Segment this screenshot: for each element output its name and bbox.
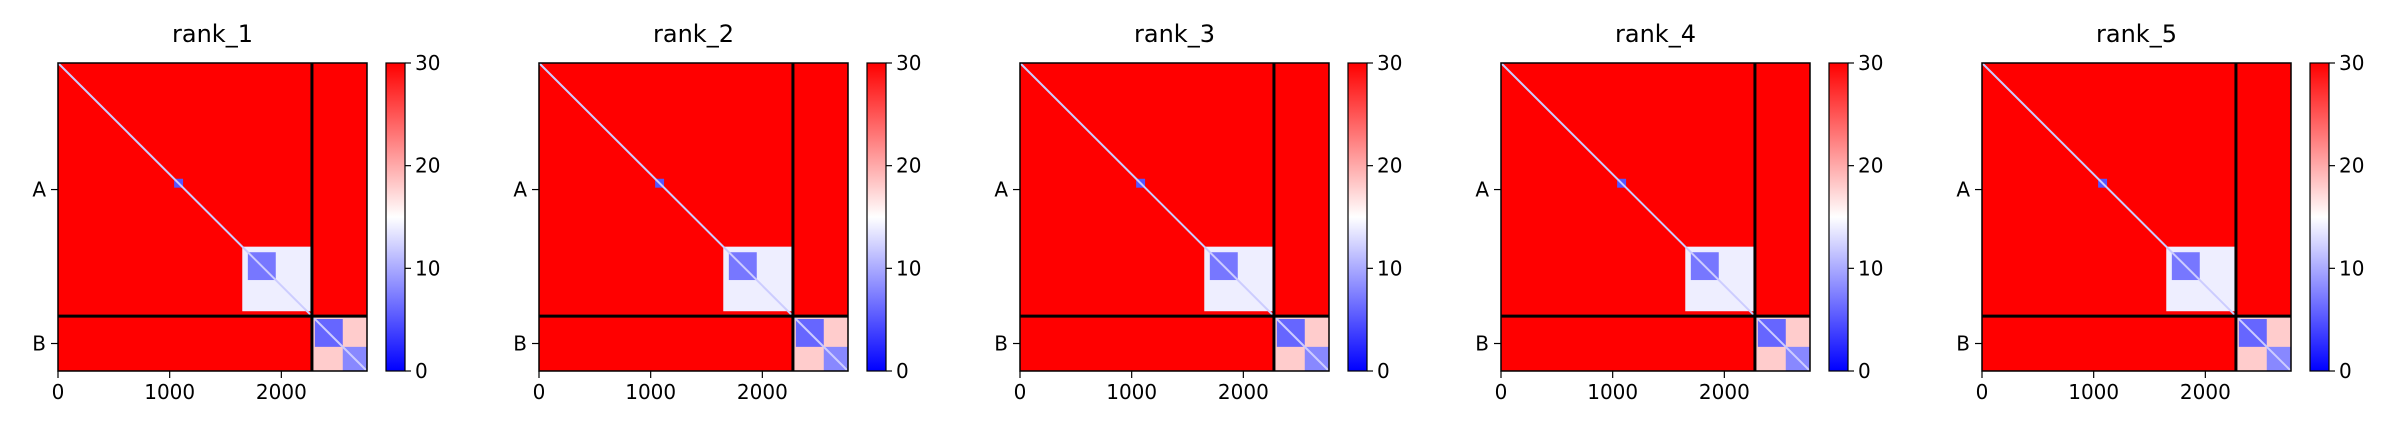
colorbar-tick-label: 10 — [896, 256, 921, 280]
colorbar-tick-label: 30 — [1858, 51, 1883, 75]
y-tick-label: A — [1956, 178, 1970, 202]
colorbar-tick-label: 10 — [1377, 256, 1402, 280]
colorbar-tick-label: 20 — [1377, 154, 1402, 178]
colorbar — [1828, 62, 1849, 372]
y-tick-label: B — [994, 332, 1008, 356]
diagonal — [538, 62, 849, 372]
y-tick-label: A — [513, 178, 527, 202]
x-tick-label: 0 — [1495, 380, 1508, 404]
colorbar-tick-label: 30 — [415, 51, 440, 75]
colorbar-tick-label: 0 — [1377, 359, 1390, 383]
plot-frame — [1981, 62, 2292, 372]
colorbar-tick-label: 30 — [896, 51, 921, 75]
diagonal — [1019, 62, 1330, 372]
y-tick-label: A — [1475, 178, 1489, 202]
diagonal — [57, 62, 368, 372]
colorbar-tick-label: 0 — [1858, 359, 1871, 383]
x-tick-label: 2000 — [1218, 380, 1269, 404]
colorbar-tick-label: 10 — [2339, 256, 2364, 280]
y-tick-label: B — [1475, 332, 1489, 356]
panel-title: rank_5 — [2096, 20, 2177, 48]
x-tick-label: 2000 — [256, 380, 307, 404]
colorbar-tick-label: 20 — [2339, 154, 2364, 178]
y-tick-label: B — [32, 332, 46, 356]
x-tick-label: 2000 — [2180, 380, 2231, 404]
colorbar-tick-label: 20 — [1858, 154, 1883, 178]
colorbar-tick-label: 0 — [896, 359, 909, 383]
plot-frame — [1019, 62, 1330, 372]
plot-frame — [538, 62, 849, 372]
x-tick-label: 1000 — [2068, 380, 2119, 404]
x-tick-label: 1000 — [1587, 380, 1638, 404]
colorbar-tick-label: 10 — [415, 256, 440, 280]
panel-title: rank_4 — [1615, 20, 1696, 48]
y-tick-label: B — [1956, 332, 1970, 356]
plot-frame — [57, 62, 368, 372]
colorbar-tick-label: 20 — [896, 154, 921, 178]
colorbar — [1347, 62, 1368, 372]
colorbar — [2309, 62, 2330, 372]
x-tick-label: 0 — [1976, 380, 1989, 404]
panel-title: rank_3 — [1134, 20, 1215, 48]
y-tick-label: A — [32, 178, 46, 202]
x-tick-label: 2000 — [737, 380, 788, 404]
colorbar-tick-label: 20 — [415, 154, 440, 178]
colorbar — [866, 62, 887, 372]
diagonal — [1500, 62, 1811, 372]
colorbar-tick-label: 30 — [2339, 51, 2364, 75]
x-tick-label: 0 — [1014, 380, 1027, 404]
panel-title: rank_2 — [653, 20, 734, 48]
plot-frame — [1500, 62, 1811, 372]
colorbar-tick-label: 0 — [2339, 359, 2352, 383]
colorbar-tick-label: 10 — [1858, 256, 1883, 280]
colorbar — [385, 62, 406, 372]
x-tick-label: 0 — [52, 380, 65, 404]
x-tick-label: 1000 — [625, 380, 676, 404]
y-tick-label: A — [994, 178, 1008, 202]
colorbar-tick-label: 0 — [415, 359, 428, 383]
x-tick-label: 1000 — [144, 380, 195, 404]
y-tick-label: B — [513, 332, 527, 356]
panel-title: rank_1 — [172, 20, 253, 48]
diagonal — [1981, 62, 2292, 372]
colorbar-tick-label: 30 — [1377, 51, 1402, 75]
x-tick-label: 2000 — [1699, 380, 1750, 404]
x-tick-label: 0 — [533, 380, 546, 404]
x-tick-label: 1000 — [1106, 380, 1157, 404]
